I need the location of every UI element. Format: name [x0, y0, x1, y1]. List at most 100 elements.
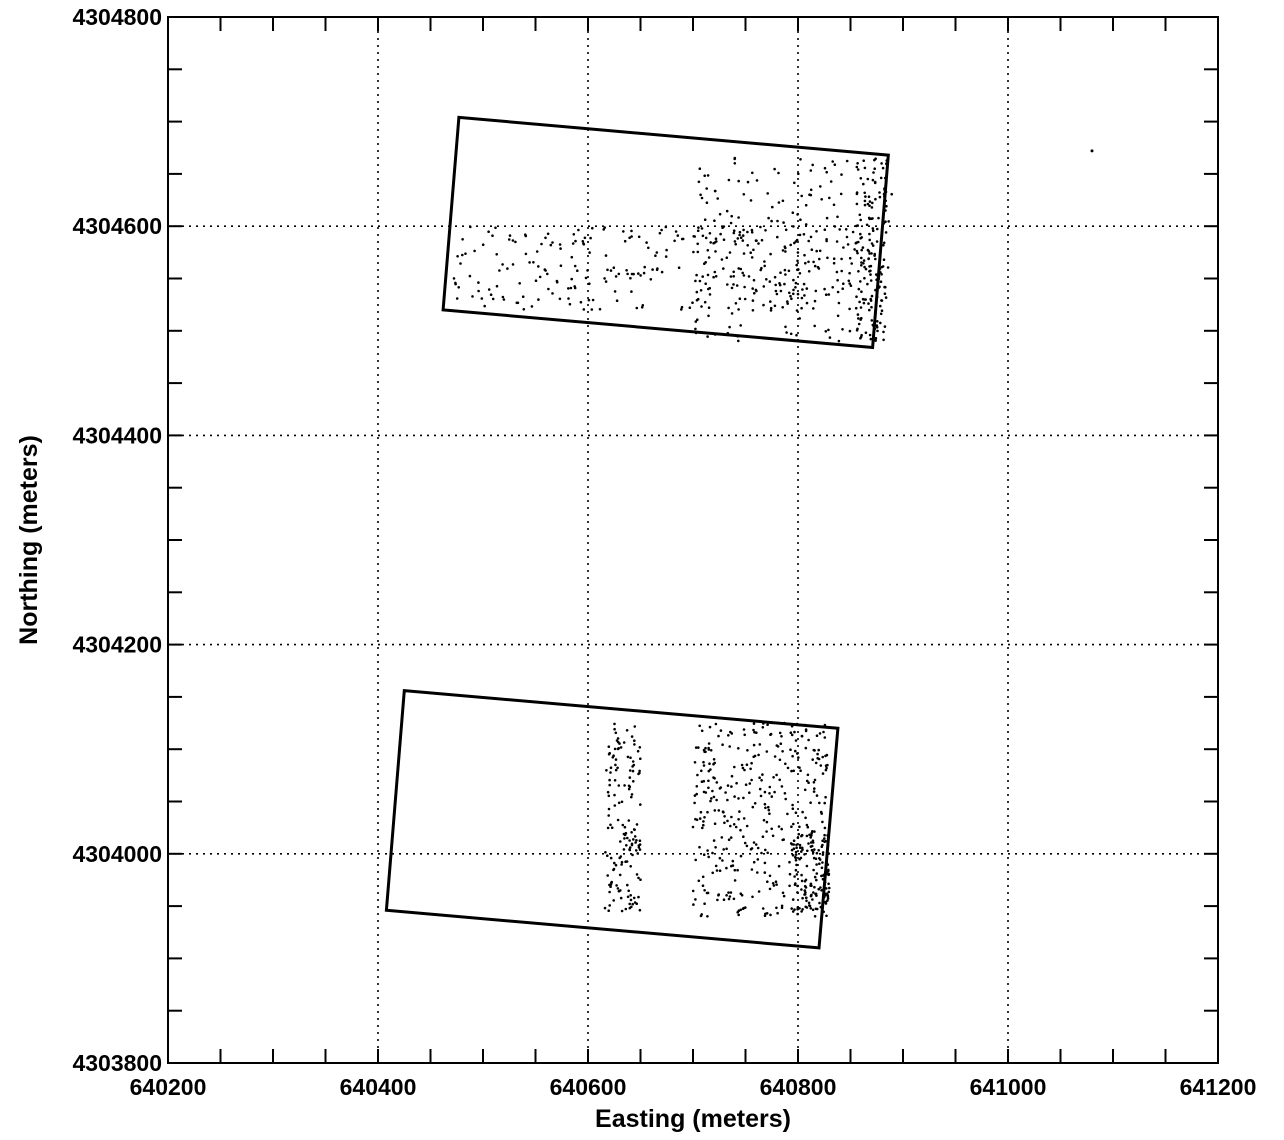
data-point — [746, 244, 749, 247]
data-point — [651, 268, 654, 271]
data-point — [626, 272, 629, 276]
data-point — [544, 236, 547, 240]
data-point — [798, 317, 801, 320]
data-point — [796, 213, 799, 216]
data-point — [726, 784, 730, 787]
data-point — [693, 761, 697, 764]
data-point — [781, 249, 785, 252]
data-point — [761, 726, 765, 729]
data-point — [874, 257, 877, 261]
data-point — [825, 239, 828, 243]
data-point — [770, 219, 773, 223]
data-point — [855, 241, 858, 244]
data-point — [824, 293, 828, 297]
data-point — [620, 860, 624, 864]
data-point — [728, 251, 732, 254]
data-point — [588, 282, 591, 286]
data-point — [727, 178, 731, 182]
data-point — [739, 324, 742, 327]
data-point — [746, 749, 749, 752]
data-point — [825, 170, 828, 174]
data-point — [805, 779, 809, 783]
data-point — [632, 828, 636, 831]
data-point — [655, 251, 659, 254]
data-point — [742, 728, 746, 731]
data-point — [770, 795, 774, 798]
data-point — [727, 891, 730, 894]
data-point — [757, 753, 760, 757]
data-point — [766, 723, 769, 726]
data-point — [863, 166, 867, 170]
data-point — [779, 289, 783, 293]
data-point — [854, 306, 858, 310]
data-point — [725, 847, 728, 851]
data-point — [873, 327, 877, 331]
data-point — [809, 801, 812, 804]
data-point — [621, 823, 625, 827]
data-point — [709, 768, 712, 771]
data-point — [729, 221, 733, 225]
data-point — [736, 868, 739, 872]
data-point — [803, 723, 807, 727]
data-point — [635, 873, 639, 876]
data-point — [875, 295, 879, 299]
data-point — [712, 795, 716, 799]
data-point — [522, 308, 526, 311]
data-point — [826, 844, 830, 847]
data-point — [730, 815, 733, 819]
data-point — [772, 884, 776, 887]
data-point — [732, 231, 736, 235]
data-point — [783, 268, 787, 272]
data-point — [856, 251, 859, 255]
data-point — [827, 328, 830, 332]
data-point — [741, 907, 745, 910]
data-point — [807, 270, 811, 273]
data-point — [751, 299, 755, 302]
data-point — [844, 228, 848, 231]
data-point — [619, 746, 623, 749]
data-point — [714, 275, 718, 278]
data-point — [715, 798, 718, 802]
data-point — [804, 816, 807, 820]
data-point — [742, 228, 745, 232]
data-point — [559, 247, 562, 250]
data-point — [614, 275, 618, 278]
data-point — [801, 908, 804, 911]
data-point — [860, 248, 863, 252]
data-point — [820, 889, 823, 892]
data-point — [697, 746, 700, 749]
data-point — [761, 835, 765, 838]
data-point — [765, 830, 768, 833]
data-point — [868, 308, 871, 312]
data-point — [873, 180, 877, 184]
data-point — [849, 284, 853, 288]
data-point — [701, 826, 704, 830]
data-point — [855, 329, 859, 332]
data-point — [800, 306, 803, 310]
data-point — [629, 865, 632, 868]
data-point — [866, 202, 870, 206]
data-point — [807, 738, 810, 742]
x-tick-labels: 640200 640400 640600 640800 641000 641200 — [130, 1074, 1257, 1100]
data-point — [587, 298, 591, 302]
data-point — [501, 263, 504, 266]
data-point — [713, 189, 717, 193]
data-point — [699, 289, 703, 292]
data-point — [694, 279, 697, 283]
data-point — [867, 195, 871, 198]
data-point — [591, 226, 594, 230]
data-point — [885, 162, 888, 165]
data-point — [855, 202, 859, 206]
data-point — [805, 906, 809, 909]
data-point — [832, 203, 836, 207]
data-point — [611, 756, 615, 759]
data-point — [870, 305, 873, 309]
y-tick-label: 4304200 — [72, 632, 162, 658]
data-point — [721, 743, 724, 746]
data-point — [766, 880, 769, 883]
data-point — [639, 878, 642, 881]
data-point — [571, 242, 575, 245]
data-point — [793, 181, 796, 185]
data-point — [627, 819, 631, 822]
data-point — [609, 823, 612, 827]
